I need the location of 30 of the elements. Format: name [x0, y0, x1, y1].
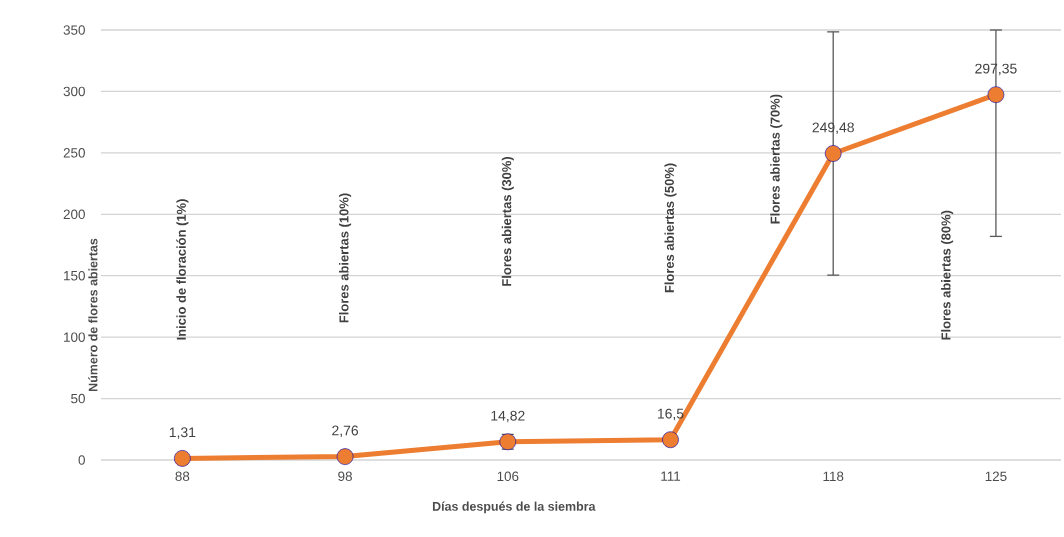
x-tick-label: 106 — [497, 471, 519, 482]
point — [987, 86, 1005, 103]
data-label: 14,82 — [491, 410, 525, 423]
point — [174, 450, 191, 467]
annotation: Flores abiertas (80%) — [941, 210, 954, 340]
point — [336, 448, 354, 465]
y-tick-label: 200 — [63, 209, 85, 220]
y-axis-title: Número de flores abiertas — [88, 238, 98, 391]
annotation: Flores abiertas (50%) — [664, 163, 677, 293]
point — [824, 145, 842, 162]
point — [662, 431, 679, 449]
x-tick-label: 88 — [175, 471, 190, 482]
y-tick-label: 300 — [63, 86, 85, 97]
data-label: 2,76 — [332, 425, 359, 438]
y-tick-label: 0 — [78, 455, 85, 465]
x-tick-label: 118 — [823, 471, 844, 482]
y-tick-label: 100 — [64, 332, 85, 342]
x-tick-label: 125 — [985, 471, 1007, 482]
y-tick-label: 50 — [71, 393, 85, 404]
x-tick-label: 98 — [338, 471, 352, 482]
y-tick-label: 250 — [63, 148, 85, 158]
annotation: Inicio de floración (1%) — [176, 199, 189, 340]
x-axis-title: Días después de la siembra — [432, 501, 596, 514]
annotation: Flores abiertas (70%) — [770, 94, 783, 224]
annotation: Flores abiertas (30%) — [501, 157, 514, 286]
x-tick-label: 111 — [661, 471, 681, 481]
data-label: 1,31 — [169, 427, 196, 439]
y-tick-label: 150 — [64, 270, 85, 281]
y-tick-label: 350 — [63, 25, 85, 35]
annotation: Flores abiertas (10%) — [339, 193, 352, 323]
